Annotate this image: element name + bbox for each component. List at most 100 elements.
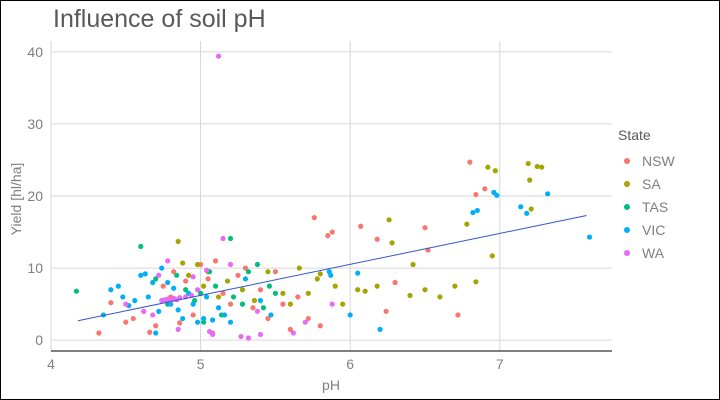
legend-label: TAS — [642, 198, 669, 215]
data-point-tas — [254, 261, 261, 268]
data-point-sa — [464, 221, 470, 227]
data-point-vic — [242, 276, 249, 282]
y-tick-label: 10 — [27, 260, 43, 276]
data-point-sa — [389, 240, 395, 246]
data-point-nsw — [250, 305, 256, 311]
data-point-vic — [355, 270, 361, 276]
data-point-vic — [524, 210, 530, 216]
data-point-nsw — [467, 159, 473, 165]
data-point-wa — [156, 272, 162, 278]
data-point-wa — [209, 331, 216, 338]
data-point-nsw — [130, 315, 136, 322]
data-point-sa — [200, 283, 207, 289]
legend-label: NSW — [642, 152, 675, 169]
data-point-nsw — [242, 265, 249, 271]
data-point-nsw — [257, 287, 264, 293]
legend-item-vic: VIC — [618, 218, 675, 241]
data-point-vic — [120, 294, 126, 300]
data-point-vic — [145, 294, 151, 300]
data-point-sa — [410, 261, 416, 268]
data-point-nsw — [455, 312, 461, 318]
data-point-vic — [215, 305, 222, 311]
data-point-vic — [180, 315, 186, 322]
data-point-vic — [200, 315, 207, 322]
data-point-sa — [195, 261, 201, 268]
data-point-wa — [257, 331, 264, 338]
data-point-sa — [528, 206, 534, 212]
data-point-nsw — [171, 269, 177, 275]
data-point-nsw — [123, 319, 129, 325]
data-point-tas — [73, 288, 80, 294]
data-point-sa — [239, 287, 246, 293]
data-point-sa — [287, 301, 293, 307]
data-point-nsw — [153, 323, 159, 329]
y-tick-labels: 0 10 20 30 40 — [27, 44, 43, 348]
legend-dot-icon — [624, 157, 630, 164]
data-point-vic — [203, 294, 210, 300]
legend-item-nsw: NSW — [618, 149, 675, 172]
data-point-sa — [525, 160, 531, 167]
data-point-nsw — [220, 290, 226, 296]
legend-item-sa: SA — [618, 172, 675, 195]
data-point-tas — [260, 305, 267, 311]
data-point-tas — [239, 301, 246, 307]
data-point-vic — [195, 319, 201, 325]
data-point-vic — [132, 297, 138, 304]
data-point-sa — [215, 294, 222, 300]
data-point-tas — [227, 235, 234, 242]
data-point-sa — [485, 164, 491, 170]
data-point-tas — [200, 319, 207, 325]
data-point-wa — [227, 261, 234, 268]
data-point-tas — [230, 294, 237, 300]
data-point-vic — [227, 319, 234, 325]
data-point-tas — [138, 243, 144, 250]
data-point-nsw — [392, 279, 398, 286]
data-point-sa — [340, 301, 346, 307]
data-point-vic — [171, 285, 177, 291]
data-point-tas — [212, 283, 219, 289]
data-point-sa — [422, 287, 428, 293]
data-point-wa — [254, 308, 261, 314]
data-points — [73, 53, 593, 341]
data-point-vic — [268, 312, 274, 318]
data-point-nsw — [190, 312, 196, 318]
data-point-sa — [489, 253, 495, 259]
data-point-sa — [251, 297, 258, 304]
data-point-sa — [186, 272, 192, 278]
data-point-sa — [534, 163, 540, 170]
data-point-wa — [141, 308, 147, 314]
data-point-sa — [332, 283, 338, 289]
data-point-tas — [272, 290, 278, 296]
data-point-tas — [183, 287, 189, 293]
data-point-sa — [527, 177, 533, 183]
data-point-nsw — [287, 326, 293, 332]
data-point-vic — [209, 317, 216, 323]
y-tick-label: 30 — [27, 116, 43, 132]
data-point-wa — [302, 319, 308, 325]
data-point-vic — [377, 326, 383, 332]
y-tick-label: 20 — [27, 188, 43, 204]
data-point-nsw — [183, 278, 189, 284]
legend-dot-icon — [624, 226, 630, 233]
legend-dot-icon — [624, 249, 630, 256]
x-tick-labels: 4 5 6 7 — [47, 356, 504, 372]
data-point-nsw — [422, 225, 428, 231]
trend-line-group — [77, 214, 587, 322]
data-point-vic — [156, 308, 162, 314]
data-point-nsw — [305, 315, 311, 322]
data-point-nsw — [147, 329, 153, 335]
data-point-wa — [203, 267, 210, 273]
data-point-nsw — [329, 229, 335, 235]
data-point-wa — [190, 274, 196, 280]
data-point-vic — [518, 204, 524, 210]
data-point-nsw — [358, 223, 364, 229]
data-point-nsw — [227, 301, 234, 307]
x-tick-label: 7 — [496, 356, 504, 372]
data-point-vic — [138, 272, 144, 278]
data-point-wa — [290, 330, 296, 336]
data-point-nsw — [317, 323, 323, 329]
x-axis-title: pH — [322, 377, 340, 393]
data-point-tas — [266, 283, 273, 289]
